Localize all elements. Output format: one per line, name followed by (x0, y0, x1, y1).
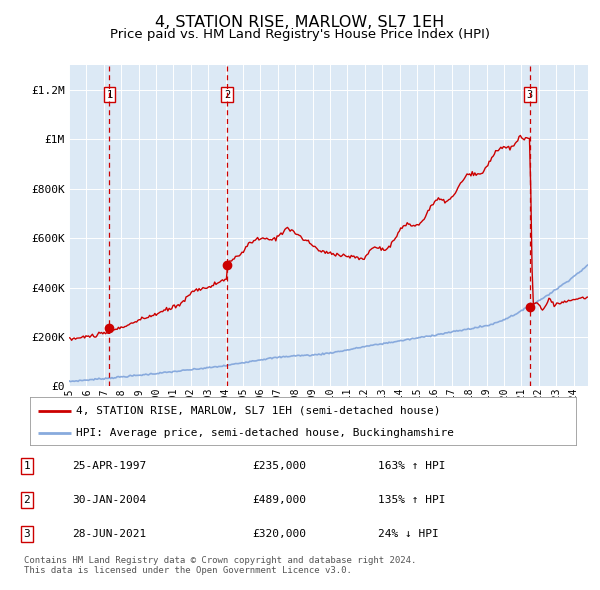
Text: 30-JAN-2004: 30-JAN-2004 (72, 495, 146, 505)
Text: 24% ↓ HPI: 24% ↓ HPI (378, 529, 439, 539)
Text: 4, STATION RISE, MARLOW, SL7 1EH: 4, STATION RISE, MARLOW, SL7 1EH (155, 15, 445, 30)
Text: 163% ↑ HPI: 163% ↑ HPI (378, 461, 445, 471)
Text: 1: 1 (23, 461, 31, 471)
Text: 135% ↑ HPI: 135% ↑ HPI (378, 495, 445, 505)
Text: 4, STATION RISE, MARLOW, SL7 1EH (semi-detached house): 4, STATION RISE, MARLOW, SL7 1EH (semi-d… (76, 405, 441, 415)
Text: Contains HM Land Registry data © Crown copyright and database right 2024.
This d: Contains HM Land Registry data © Crown c… (24, 556, 416, 575)
Text: HPI: Average price, semi-detached house, Buckinghamshire: HPI: Average price, semi-detached house,… (76, 428, 454, 438)
Text: 2: 2 (224, 90, 230, 100)
Text: £320,000: £320,000 (252, 529, 306, 539)
Text: 28-JUN-2021: 28-JUN-2021 (72, 529, 146, 539)
Text: Price paid vs. HM Land Registry's House Price Index (HPI): Price paid vs. HM Land Registry's House … (110, 28, 490, 41)
Text: £235,000: £235,000 (252, 461, 306, 471)
Text: 25-APR-1997: 25-APR-1997 (72, 461, 146, 471)
Text: 3: 3 (527, 90, 533, 100)
Text: £489,000: £489,000 (252, 495, 306, 505)
Text: 1: 1 (106, 90, 112, 100)
Text: 2: 2 (23, 495, 31, 505)
Text: 3: 3 (23, 529, 31, 539)
